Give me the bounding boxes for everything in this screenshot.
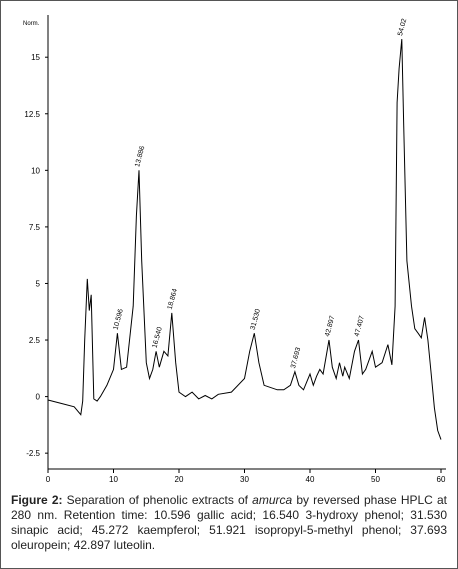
- y-tick-label: -2.5: [26, 449, 40, 458]
- peak-label: 10.596: [113, 308, 125, 331]
- y-tick-label: 2.5: [29, 336, 41, 345]
- caption-text: by reversed phase HPLC at 280 nm. Retent…: [11, 493, 448, 552]
- y-axis-label: Norm.: [23, 21, 40, 27]
- x-tick-label: 50: [371, 475, 380, 484]
- x-tick-label: 0: [46, 475, 51, 484]
- y-tick-label: 0: [36, 393, 41, 402]
- peak-label: 54.02: [397, 18, 408, 37]
- caption-italic: amurca: [252, 493, 293, 507]
- y-tick-label: 10: [31, 166, 40, 175]
- x-tick-label: 10: [109, 475, 118, 484]
- y-tick-label: 15: [31, 53, 40, 62]
- peak-label: 47.407: [354, 315, 366, 338]
- peak-label: 18.864: [167, 288, 179, 311]
- caption: Figure 2: Separation of phenolic extract…: [11, 493, 447, 553]
- trace: [47, 39, 442, 440]
- peak-label: 42.897: [324, 315, 336, 338]
- y-tick-label: 12.5: [24, 110, 40, 119]
- peak-label: 37.693: [290, 347, 302, 370]
- x-tick-label: 40: [306, 475, 315, 484]
- y-tick-label: 5: [36, 279, 41, 288]
- chart: Norm. -2.5 0 2.5 5 7.5 10 12.5 15 0 10 20 30 40 50 60 1…: [23, 15, 446, 484]
- y-tick-label: 7.5: [29, 223, 41, 232]
- caption-text: Separation of phenolic extracts of: [62, 493, 253, 507]
- x-tick-label: 20: [175, 475, 184, 484]
- x-tick-label: 60: [437, 475, 446, 484]
- peak-label: 13.886: [134, 145, 146, 168]
- caption-label: Figure 2:: [11, 493, 63, 507]
- x-tick-label: 30: [240, 475, 249, 484]
- peak-label: 16.540: [152, 326, 164, 349]
- peak-label: 31.530: [250, 308, 262, 331]
